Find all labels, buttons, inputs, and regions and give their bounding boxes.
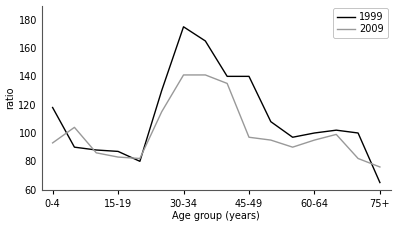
2009 bbox=[268, 139, 273, 141]
2009 bbox=[50, 142, 55, 144]
1999 bbox=[94, 149, 98, 151]
1999 bbox=[334, 129, 339, 131]
1999 bbox=[356, 132, 360, 134]
Legend: 1999, 2009: 1999, 2009 bbox=[333, 8, 388, 38]
2009 bbox=[137, 157, 142, 160]
2009 bbox=[116, 156, 120, 158]
2009 bbox=[312, 139, 317, 141]
1999 bbox=[378, 181, 382, 184]
2009 bbox=[247, 136, 251, 139]
1999 bbox=[225, 75, 229, 78]
2009 bbox=[290, 146, 295, 148]
1999 bbox=[116, 150, 120, 153]
1999 bbox=[181, 25, 186, 28]
2009 bbox=[72, 126, 77, 129]
Y-axis label: ratio: ratio bbox=[6, 86, 15, 109]
1999 bbox=[137, 160, 142, 163]
Line: 1999: 1999 bbox=[53, 27, 380, 183]
X-axis label: Age group (years): Age group (years) bbox=[172, 211, 260, 222]
2009 bbox=[334, 133, 339, 136]
2009 bbox=[203, 74, 208, 76]
1999 bbox=[50, 106, 55, 109]
1999 bbox=[290, 136, 295, 139]
1999 bbox=[312, 132, 317, 134]
2009 bbox=[181, 74, 186, 76]
1999 bbox=[159, 89, 164, 92]
1999 bbox=[203, 39, 208, 42]
1999 bbox=[72, 146, 77, 148]
1999 bbox=[247, 75, 251, 78]
Line: 2009: 2009 bbox=[53, 75, 380, 167]
2009 bbox=[356, 157, 360, 160]
2009 bbox=[94, 151, 98, 154]
2009 bbox=[378, 166, 382, 168]
2009 bbox=[159, 110, 164, 113]
2009 bbox=[225, 82, 229, 85]
1999 bbox=[268, 120, 273, 123]
